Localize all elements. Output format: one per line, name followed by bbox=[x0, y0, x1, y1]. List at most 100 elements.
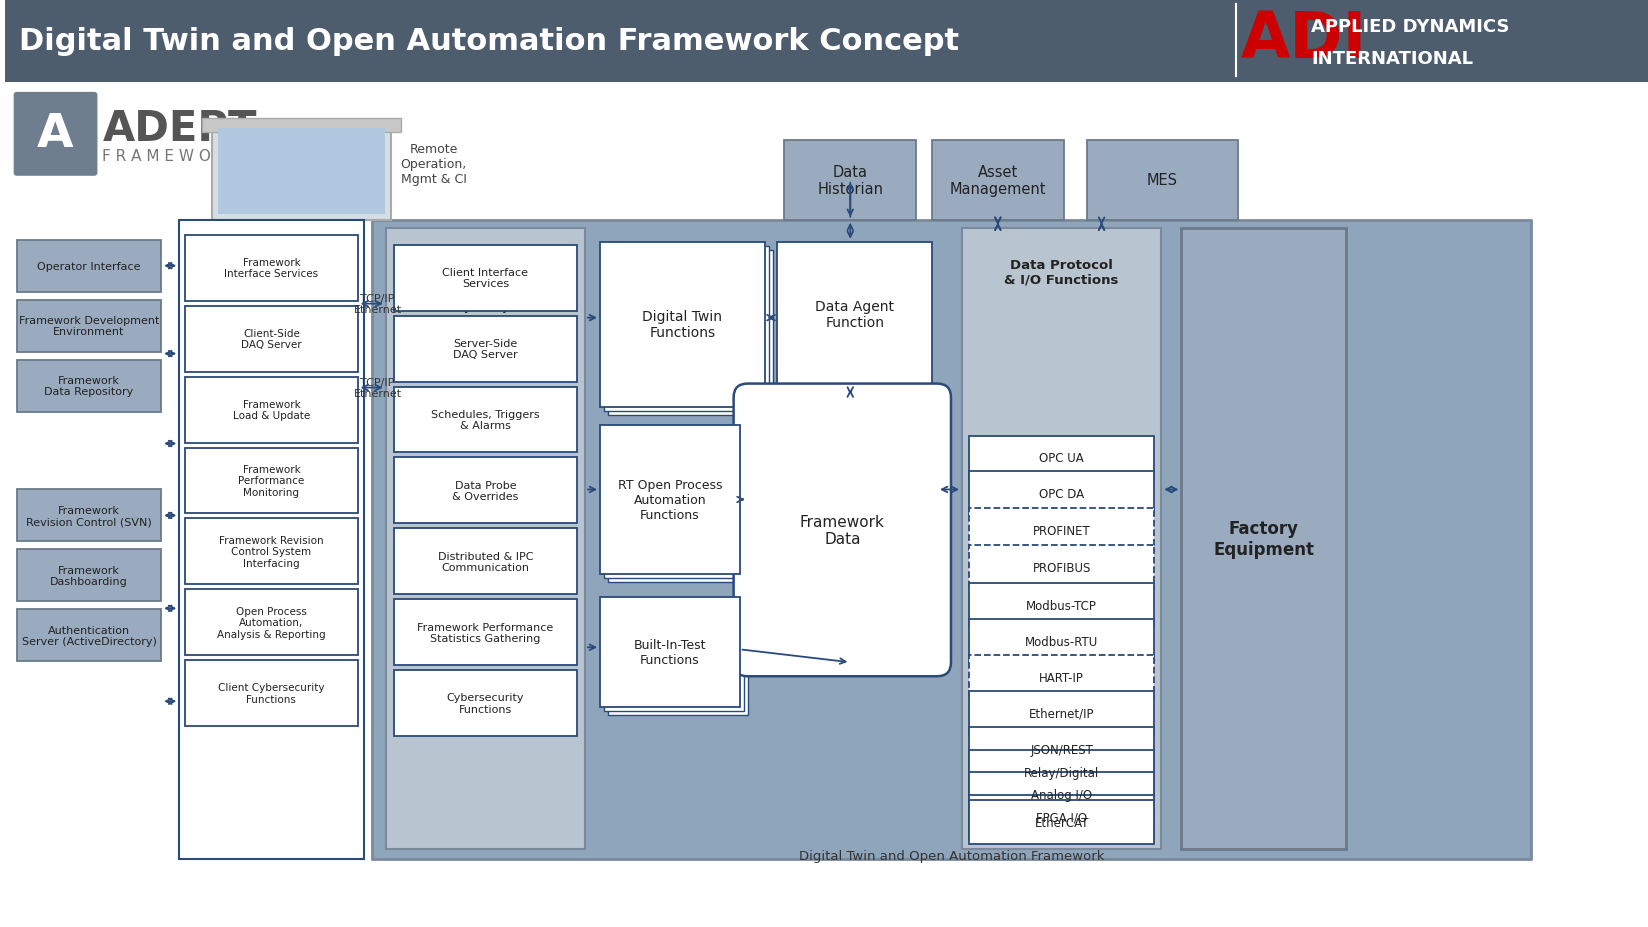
FancyBboxPatch shape bbox=[185, 519, 358, 585]
Text: Modbus-RTU: Modbus-RTU bbox=[1025, 635, 1098, 648]
FancyBboxPatch shape bbox=[969, 750, 1154, 794]
Text: ADI: ADI bbox=[1241, 9, 1368, 70]
FancyBboxPatch shape bbox=[394, 458, 577, 524]
Text: Client-Side
DAQ Server: Client-Side DAQ Server bbox=[241, 328, 302, 350]
Text: Relay/Digital: Relay/Digital bbox=[1023, 766, 1099, 779]
Text: MES: MES bbox=[1147, 173, 1178, 188]
FancyBboxPatch shape bbox=[603, 429, 743, 578]
Bar bbox=[5, 1, 1648, 83]
Text: Distributed & IPC
Communication: Distributed & IPC Communication bbox=[438, 551, 532, 573]
FancyBboxPatch shape bbox=[185, 448, 358, 514]
FancyBboxPatch shape bbox=[372, 221, 1531, 859]
Text: OPC DA: OPC DA bbox=[1040, 488, 1084, 501]
Text: FPGA I/O: FPGA I/O bbox=[1037, 811, 1088, 824]
FancyBboxPatch shape bbox=[608, 605, 748, 716]
FancyBboxPatch shape bbox=[600, 243, 765, 407]
Text: ADEPT: ADEPT bbox=[102, 108, 257, 149]
Text: Framework
Dashboarding: Framework Dashboarding bbox=[49, 565, 129, 587]
Text: Framework
Performance
Monitoring: Framework Performance Monitoring bbox=[239, 464, 305, 498]
FancyBboxPatch shape bbox=[185, 661, 358, 727]
FancyBboxPatch shape bbox=[969, 619, 1154, 664]
FancyBboxPatch shape bbox=[969, 655, 1154, 700]
Text: RT Open Process
Automation
Functions: RT Open Process Automation Functions bbox=[618, 478, 722, 521]
FancyBboxPatch shape bbox=[16, 550, 162, 602]
FancyBboxPatch shape bbox=[969, 772, 1154, 817]
Text: Framework
Load & Update: Framework Load & Update bbox=[232, 400, 310, 421]
FancyBboxPatch shape bbox=[185, 306, 358, 372]
Text: Data Agent
Function: Data Agent Function bbox=[816, 299, 895, 330]
FancyBboxPatch shape bbox=[600, 425, 740, 575]
FancyBboxPatch shape bbox=[603, 602, 743, 711]
FancyBboxPatch shape bbox=[608, 433, 748, 583]
FancyBboxPatch shape bbox=[784, 141, 916, 221]
FancyBboxPatch shape bbox=[16, 300, 162, 352]
FancyBboxPatch shape bbox=[969, 436, 1154, 480]
Text: Authentication
Server (ActiveDirectory): Authentication Server (ActiveDirectory) bbox=[21, 625, 157, 646]
FancyBboxPatch shape bbox=[962, 228, 1162, 849]
Text: Modbus-TCP: Modbus-TCP bbox=[1027, 599, 1098, 612]
Text: Asset
Management: Asset Management bbox=[949, 164, 1046, 197]
Text: INTERNATIONAL: INTERNATIONAL bbox=[1310, 50, 1473, 68]
FancyBboxPatch shape bbox=[933, 141, 1063, 221]
FancyBboxPatch shape bbox=[16, 240, 162, 292]
Text: Factory
Equipment: Factory Equipment bbox=[1213, 519, 1313, 558]
FancyBboxPatch shape bbox=[394, 600, 577, 666]
Text: Client Cybersecurity
Functions: Client Cybersecurity Functions bbox=[218, 682, 325, 705]
Bar bbox=[218, 129, 384, 214]
FancyBboxPatch shape bbox=[603, 247, 768, 411]
FancyBboxPatch shape bbox=[386, 228, 585, 849]
Text: Framework Performance
Statistics Gathering: Framework Performance Statistics Gatheri… bbox=[417, 622, 554, 643]
FancyBboxPatch shape bbox=[185, 235, 358, 301]
FancyBboxPatch shape bbox=[185, 377, 358, 443]
Text: Digital Twin
Functions: Digital Twin Functions bbox=[643, 310, 722, 340]
Text: Data
Historian: Data Historian bbox=[817, 164, 883, 197]
FancyBboxPatch shape bbox=[1086, 141, 1238, 221]
FancyBboxPatch shape bbox=[16, 610, 162, 662]
FancyBboxPatch shape bbox=[180, 221, 364, 859]
Text: Framework
Data Repository: Framework Data Repository bbox=[44, 375, 133, 397]
Text: Schedules, Triggers
& Alarms: Schedules, Triggers & Alarms bbox=[432, 410, 539, 431]
Text: Framework
Interface Services: Framework Interface Services bbox=[224, 258, 318, 279]
FancyBboxPatch shape bbox=[600, 598, 740, 707]
FancyBboxPatch shape bbox=[13, 93, 97, 177]
FancyBboxPatch shape bbox=[969, 692, 1154, 735]
FancyBboxPatch shape bbox=[733, 384, 951, 677]
Text: Data Probe
& Overrides: Data Probe & Overrides bbox=[452, 480, 519, 502]
Text: PROFIBUS: PROFIBUS bbox=[1033, 561, 1091, 574]
Text: Framework
Data: Framework Data bbox=[799, 514, 885, 547]
FancyBboxPatch shape bbox=[969, 584, 1154, 628]
Text: APPLIED DYNAMICS: APPLIED DYNAMICS bbox=[1310, 18, 1510, 36]
Text: A: A bbox=[38, 112, 74, 158]
Text: Remote
Operation,
Mgmt & CI: Remote Operation, Mgmt & CI bbox=[400, 143, 466, 186]
Text: Framework Development
Environment: Framework Development Environment bbox=[18, 315, 160, 337]
Text: TCP/IP
Ethernet: TCP/IP Ethernet bbox=[354, 294, 402, 315]
FancyBboxPatch shape bbox=[969, 795, 1154, 839]
Text: Cybersecurity
Functions: Cybersecurity Functions bbox=[447, 692, 524, 715]
FancyBboxPatch shape bbox=[394, 316, 577, 382]
Text: Digital Twin and Open Automation Framework: Digital Twin and Open Automation Framewo… bbox=[799, 849, 1104, 862]
Text: Client Interface
Services: Client Interface Services bbox=[442, 268, 529, 289]
Text: EtherCAT: EtherCAT bbox=[1035, 816, 1089, 829]
Text: Framework Revision
Control System
Interfacing: Framework Revision Control System Interf… bbox=[219, 535, 323, 568]
FancyBboxPatch shape bbox=[778, 243, 933, 387]
FancyBboxPatch shape bbox=[394, 246, 577, 311]
FancyBboxPatch shape bbox=[203, 119, 400, 133]
FancyBboxPatch shape bbox=[394, 528, 577, 595]
Text: Digital Twin and Open Automation Framework Concept: Digital Twin and Open Automation Framewo… bbox=[18, 28, 959, 57]
Text: Server-Side
DAQ Server: Server-Side DAQ Server bbox=[453, 338, 517, 360]
Text: JSON/REST: JSON/REST bbox=[1030, 743, 1093, 756]
Text: real-time
microservices
(rtxd): real-time microservices (rtxd) bbox=[428, 264, 542, 314]
Text: Open Process
Automation,
Analysis & Reporting: Open Process Automation, Analysis & Repo… bbox=[218, 606, 326, 640]
FancyBboxPatch shape bbox=[969, 546, 1154, 590]
Text: TCP/IP
Ethernet: TCP/IP Ethernet bbox=[354, 377, 402, 399]
FancyBboxPatch shape bbox=[969, 728, 1154, 771]
FancyBboxPatch shape bbox=[1182, 228, 1346, 849]
Text: F R A M E W O R K: F R A M E W O R K bbox=[102, 149, 242, 164]
Text: Client
Functions: Client Functions bbox=[226, 248, 316, 287]
Text: Operator Interface: Operator Interface bbox=[38, 261, 140, 272]
Text: Built-In-Test
Functions: Built-In-Test Functions bbox=[633, 639, 705, 667]
Text: Framework
Revision Control (SVN): Framework Revision Control (SVN) bbox=[26, 505, 152, 527]
FancyBboxPatch shape bbox=[16, 490, 162, 541]
FancyBboxPatch shape bbox=[608, 250, 773, 415]
FancyBboxPatch shape bbox=[969, 472, 1154, 515]
